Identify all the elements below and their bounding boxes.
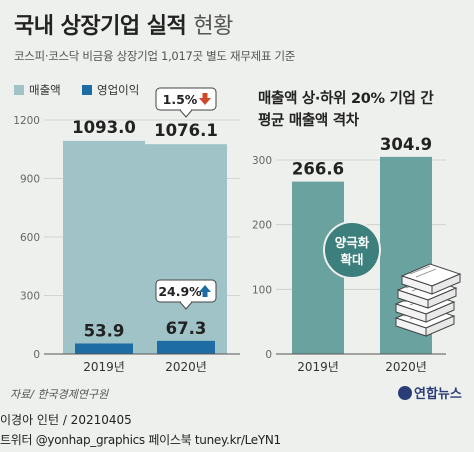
operating-profit-change-callout-arrow-up-icon xyxy=(199,285,211,297)
byline: 이경아 인턴 / 20210405 xyxy=(0,413,132,427)
money-stack-icon xyxy=(394,263,462,337)
left-ytick-label: 600 xyxy=(20,232,40,244)
left-ytick-label: 900 xyxy=(20,174,40,186)
sales-change-callout-text: 1.5% xyxy=(163,92,198,107)
source-note: 자료/ 한국경제연구원 xyxy=(10,388,109,401)
right-chart-title-line1: 매출액 상·하위 20% 기업 간 xyxy=(258,91,434,107)
polarization-badge-line1: 양극화 xyxy=(335,235,370,250)
sales-bar xyxy=(63,140,145,354)
sales-bar xyxy=(145,144,227,354)
legend-operating-profit-label: 영업이익 xyxy=(97,83,140,97)
polarization-badge xyxy=(323,221,381,279)
right-category-label: 2020년 xyxy=(385,360,427,374)
sales-value-label: 1076.1 xyxy=(154,121,218,140)
operating-profit-change-callout-pointer xyxy=(179,301,193,310)
left-ytick-label: 300 xyxy=(20,291,40,303)
right-ytick-label: 100 xyxy=(252,284,272,296)
operating-profit-value-label: 53.9 xyxy=(84,321,125,340)
operating-profit-bar xyxy=(157,340,215,354)
subtitle: 코스피·코스닥 비금융 상장기업 1,017곳 별도 재무제표 기준 xyxy=(14,49,296,63)
legend-sales-swatch xyxy=(14,85,24,95)
legend-sales-label: 매출액 xyxy=(29,83,61,97)
sales-change-callout-pointer xyxy=(179,109,193,118)
right-ytick-label: 300 xyxy=(252,155,272,167)
right-chart-title: 매출액 상·하위 20% 기업 간 평균 매출액 격차 xyxy=(258,88,434,132)
legend-sales: 매출액 xyxy=(14,82,61,98)
money-bill-band xyxy=(409,265,437,278)
gap-value-label: 266.6 xyxy=(292,160,344,179)
page-title: 국내 상장기업 실적 현황 xyxy=(14,14,233,39)
left-ytick-label: 0 xyxy=(33,349,40,361)
sales-value-label: 1093.0 xyxy=(72,118,136,137)
yonhap-logo-icon xyxy=(398,385,412,400)
polarization-badge-line2: 확대 xyxy=(340,252,363,267)
left-ytick-label: 1200 xyxy=(13,115,40,127)
gap-value-label: 304.9 xyxy=(380,135,432,154)
money-bill-front xyxy=(425,315,455,337)
money-bill-front xyxy=(431,273,461,295)
social-links: 트위터 @yonhap_graphics 페이스북 tuney.kr/LeYN1 xyxy=(0,433,281,447)
left-category-label: 2020년 xyxy=(165,360,207,374)
yonhap-logo-text: 연합뉴스 xyxy=(414,387,462,402)
sales-change-callout-arrow-down-icon xyxy=(199,93,211,105)
money-bill-front xyxy=(425,301,455,323)
legend-operating-profit: 영업이익 xyxy=(82,82,139,98)
right-ytick-label: 200 xyxy=(252,220,272,232)
right-category-label: 2019년 xyxy=(297,360,339,374)
operating-profit-change-callout-text: 24.9% xyxy=(158,284,202,299)
left-category-label: 2019년 xyxy=(83,360,125,374)
right-chart-title-line2: 평균 매출액 격차 xyxy=(258,113,359,129)
money-bill-front xyxy=(427,287,457,309)
legend-operating-profit-swatch xyxy=(82,85,92,95)
right-ytick-label: 0 xyxy=(265,349,272,361)
operating-profit-value-label: 67.3 xyxy=(166,319,207,338)
yonhap-logo: 연합뉴스 xyxy=(398,383,462,402)
left-chart: 0 300 600 900 1200 2019년 1093.0 53.9 2020년 1076.1… xyxy=(13,87,240,374)
operating-profit-bar xyxy=(75,343,133,354)
